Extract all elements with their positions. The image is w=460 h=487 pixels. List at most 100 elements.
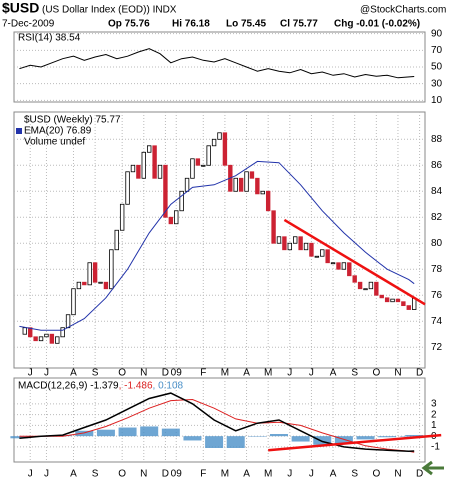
macd-hist: [96, 429, 115, 437]
price-label: $USD (Weekly) 75.77: [24, 115, 121, 126]
candle: [271, 210, 276, 244]
x-tick-label: A: [70, 469, 77, 480]
candle: [401, 301, 406, 307]
y-tick-label: 88: [431, 134, 443, 145]
x-tick-label: S: [351, 469, 358, 480]
candle: [244, 171, 249, 192]
y-tick-label: 86: [431, 160, 443, 171]
rsi-line: [19, 48, 415, 79]
x-tick-label: J: [28, 469, 33, 480]
macd-hist: [378, 436, 397, 438]
macd-hist: [10, 436, 29, 439]
y-tick-label: 70: [431, 45, 443, 56]
x-tick-label: O: [372, 469, 380, 480]
candle: [125, 171, 130, 205]
candle: [255, 177, 260, 195]
candle: [55, 336, 60, 344]
x-tick-label: A: [330, 368, 337, 379]
x-tick-label: M: [221, 368, 229, 379]
candle: [384, 297, 390, 303]
y-tick-label: 30: [431, 78, 443, 89]
candle: [238, 177, 244, 192]
x-tick-label: F: [200, 368, 206, 379]
y-tick-label: 72: [431, 342, 443, 353]
x-tick-label: O: [118, 469, 126, 480]
y-tick-label: 1: [431, 420, 437, 431]
macd-hist: [226, 436, 245, 448]
candle: [352, 275, 357, 283]
candle: [98, 281, 103, 284]
x-tick-label: N: [394, 368, 401, 379]
x-tick-label: J: [28, 368, 33, 379]
candle: [179, 190, 184, 212]
x-tick-label: M: [264, 469, 272, 480]
x-tick-label: S: [351, 368, 358, 379]
x-tick-label: S: [92, 368, 99, 379]
candle: [141, 151, 146, 179]
candle: [341, 262, 347, 270]
candle: [320, 249, 325, 257]
candle: [347, 262, 352, 277]
macd-panel: [13, 377, 426, 463]
x-tick-label: J: [287, 469, 292, 480]
date: 7-Dec-2009: [2, 19, 55, 30]
candle: [157, 164, 163, 179]
ema-line: [19, 160, 415, 331]
macd-hist: [140, 426, 159, 437]
candle: [130, 164, 136, 173]
brand: @StockCharts.com: [360, 5, 446, 16]
macd-trendline: [268, 433, 442, 452]
candle: [379, 294, 384, 299]
x-tick-label: D: [162, 469, 169, 480]
candle: [184, 177, 190, 192]
candle: [109, 249, 114, 290]
candle: [260, 190, 265, 195]
candle: [298, 236, 303, 251]
y-tick-label: 80: [431, 238, 443, 249]
macd-hist: [75, 430, 94, 437]
candle: [222, 132, 228, 166]
candle: [119, 203, 125, 231]
candle: [163, 164, 168, 218]
macd-hist: [356, 436, 375, 440]
x-tick-label: J: [309, 368, 314, 379]
candle: [87, 262, 92, 286]
y-tick-label: 90: [431, 28, 443, 39]
candle: [330, 262, 336, 265]
high: Hi 76.18: [172, 19, 210, 30]
candle: [325, 249, 330, 264]
candle: [146, 145, 152, 153]
change: Chg -0.01 (-0.02%): [334, 19, 420, 30]
candle: [406, 305, 411, 310]
ema-swatch: [16, 128, 22, 134]
candle: [76, 281, 82, 290]
y-tick-label: 84: [431, 186, 443, 197]
candle: [233, 177, 238, 192]
x-tick-label: A: [243, 469, 250, 480]
arrow: [421, 460, 444, 476]
symbol: $USD: [2, 0, 39, 16]
y-tick-label: 50: [431, 62, 443, 73]
candle: [336, 262, 341, 270]
x-tick-label: M: [264, 368, 272, 379]
candle: [206, 145, 211, 166]
x-tick-label: 09: [171, 368, 183, 379]
x-tick-label: N: [140, 368, 147, 379]
candle: [374, 281, 379, 296]
signal-label: , -1.486: [119, 381, 153, 392]
rsi-label: RSI(14) 38.54: [18, 33, 81, 44]
ema-label: EMA(20) 76.89: [24, 126, 92, 137]
candle: [22, 327, 28, 335]
y-tick-label: 3: [431, 398, 437, 409]
candle: [201, 164, 206, 167]
signal-line: [19, 398, 415, 453]
candle: [309, 242, 314, 257]
macd-hist: [183, 436, 202, 441]
candle: [152, 145, 157, 179]
macd-hist: [313, 436, 332, 445]
macd-hist: [269, 434, 288, 437]
candle: [265, 190, 271, 212]
candle: [395, 298, 401, 303]
x-tick-label: M: [221, 469, 229, 480]
candle: [38, 336, 44, 342]
